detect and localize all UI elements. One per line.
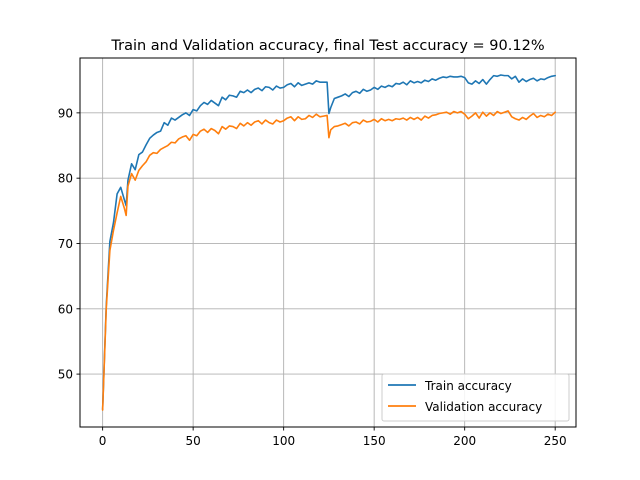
y-tick-label: 90 <box>58 106 73 120</box>
x-tick-label: 100 <box>272 434 295 448</box>
x-tick-label: 0 <box>99 434 107 448</box>
y-tick-label: 80 <box>58 172 73 186</box>
chart-title: Train and Validation accuracy, final Tes… <box>110 38 544 54</box>
x-tick-label: 50 <box>185 434 200 448</box>
legend-label-train: Train accuracy <box>424 379 512 393</box>
x-tick-label: 150 <box>363 434 386 448</box>
plot-frame <box>79 57 577 428</box>
x-tick-label: 250 <box>544 434 567 448</box>
legend: Train accuracy Validation accuracy <box>381 373 570 422</box>
y-tick-label: 70 <box>58 237 73 251</box>
series-layer <box>101 74 556 411</box>
y-tick-label: 60 <box>58 302 73 316</box>
legend-box <box>381 373 570 422</box>
y-tick-label: 50 <box>58 368 73 382</box>
axis-ticks: 0 50 100 150 200 250 50 60 70 80 90 <box>58 106 567 448</box>
grid <box>80 58 576 427</box>
legend-label-validation: Validation accuracy <box>425 400 542 414</box>
series-line-train <box>101 74 556 411</box>
x-tick-label: 200 <box>453 434 476 448</box>
series-line-validation <box>101 110 556 411</box>
